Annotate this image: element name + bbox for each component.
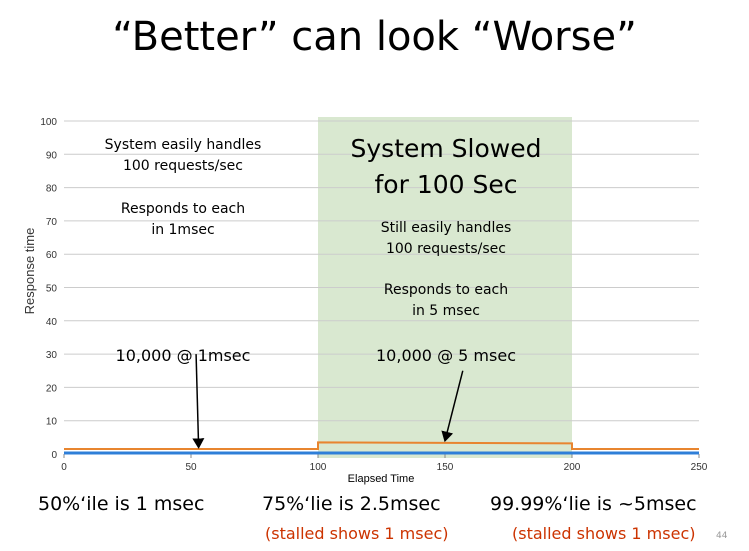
left-line-2: 100 requests/sec <box>122 158 243 174</box>
annotation-arrow <box>441 370 464 443</box>
band-title-line-1: System Slowed <box>350 134 542 163</box>
band-annotation-response: Responds to each in 5 msec <box>321 280 571 322</box>
series-lines <box>64 441 699 455</box>
left-annotation-capacity: System easily handles 100 requests/sec <box>88 135 278 177</box>
p75-label: 75%‘lie is 2.5msec <box>262 493 441 515</box>
left-annotation-response: Responds to each in 1msec <box>88 199 278 241</box>
x-tick-label: 0 <box>61 462 67 473</box>
y-tick-label: 0 <box>51 450 57 461</box>
band-line-1: Still easily handles <box>380 220 512 236</box>
y-tick-label: 80 <box>46 184 58 195</box>
left-line-3: Responds to each <box>120 201 246 217</box>
x-axis-label: Elapsed Time <box>348 473 415 485</box>
x-tick-label: 200 <box>564 462 581 473</box>
band-line-2: 100 requests/sec <box>385 241 506 257</box>
x-tick-label: 150 <box>437 462 454 473</box>
y-axis-label: Response time <box>22 228 37 315</box>
x-tick-label: 100 <box>310 462 327 473</box>
y-tick-label: 60 <box>46 250 58 261</box>
grid-lines <box>63 120 700 458</box>
band-title-line-2: for 100 Sec <box>374 170 518 199</box>
band-line-4: in 5 msec <box>412 303 480 319</box>
band-annotation-capacity: Still easily handles 100 requests/sec <box>321 218 571 260</box>
band-title: System Slowed for 100 Sec <box>321 131 571 203</box>
y-tick-label: 30 <box>46 350 58 361</box>
p9999-note: (stalled shows 1 msec) <box>512 524 696 543</box>
left-line-1: System easily handles <box>104 137 262 153</box>
band-line-3: Responds to each <box>383 282 509 298</box>
y-tick-label: 20 <box>46 383 58 394</box>
annotation-arrow <box>192 354 205 449</box>
p9999-label: 99.99%‘lie is ~5msec <box>490 493 697 515</box>
p50-label: 50%‘ile is 1 msec <box>38 493 205 515</box>
orange-series-line <box>64 441 699 451</box>
p75-note: (stalled shows 1 msec) <box>265 524 449 543</box>
y-tick-label: 100 <box>40 117 57 128</box>
y-tick-label: 50 <box>46 284 58 295</box>
y-tick-label: 70 <box>46 217 58 228</box>
slide-title: “Better” can look “Worse” <box>112 14 637 60</box>
left-count-label: 10,000 @ 1msec <box>115 346 251 365</box>
x-tick-label: 50 <box>185 462 197 473</box>
left-line-4: in 1msec <box>151 222 215 238</box>
y-tick-label: 10 <box>46 417 58 428</box>
axis-ticks: 0 10 20 30 40 50 60 70 80 90 100 0 50 100 150 200 250 <box>40 117 707 473</box>
page-number: 44 <box>716 531 728 541</box>
x-tick-label: 250 <box>691 462 708 473</box>
y-tick-label: 90 <box>46 150 58 161</box>
arrows <box>192 354 464 449</box>
band-count-label: 10,000 @ 5 msec <box>376 346 516 365</box>
y-tick-label: 40 <box>46 317 58 328</box>
